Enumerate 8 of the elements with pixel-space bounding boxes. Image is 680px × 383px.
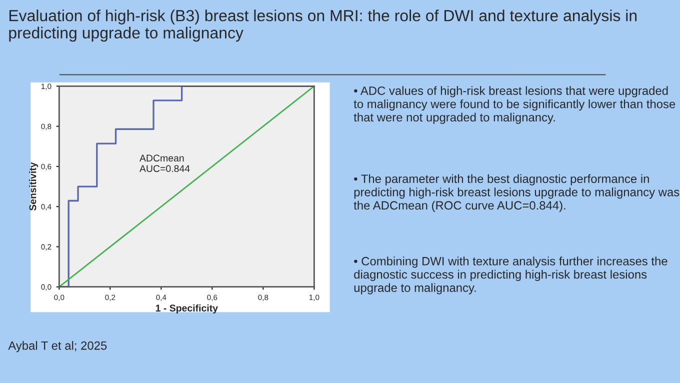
text: • Combining DWI with texture analysis further increases the diagnostic success in predicting high-risk breast lesions upgrade to malignancy. <box>354 256 668 294</box>
text: • ADC values of high-risk breast lesions that were upgraded to malignancy were found to be significantly lower than those that were not upgraded to malignancy. <box>354 86 676 124</box>
x-axis-title: 1 - Specificity <box>156 304 218 314</box>
text: • The parameter with the best diagnostic performance in predicting high-risk breast lesions upgrade to malignancy was the ADCmean (ROC curve AUC=0.844). <box>354 174 680 212</box>
annotation: ADCmean AUC=0.844 <box>140 154 190 172</box>
chart-title: Evaluation of high-risk (B3) breast lesions on MRI: the role of DWI and texture analysis in predicting upgrade to malignancy <box>9 10 637 42</box>
y-axis-title: Sensitivity <box>29 162 38 211</box>
text: Aybal T et al; 2025 <box>8 341 107 352</box>
